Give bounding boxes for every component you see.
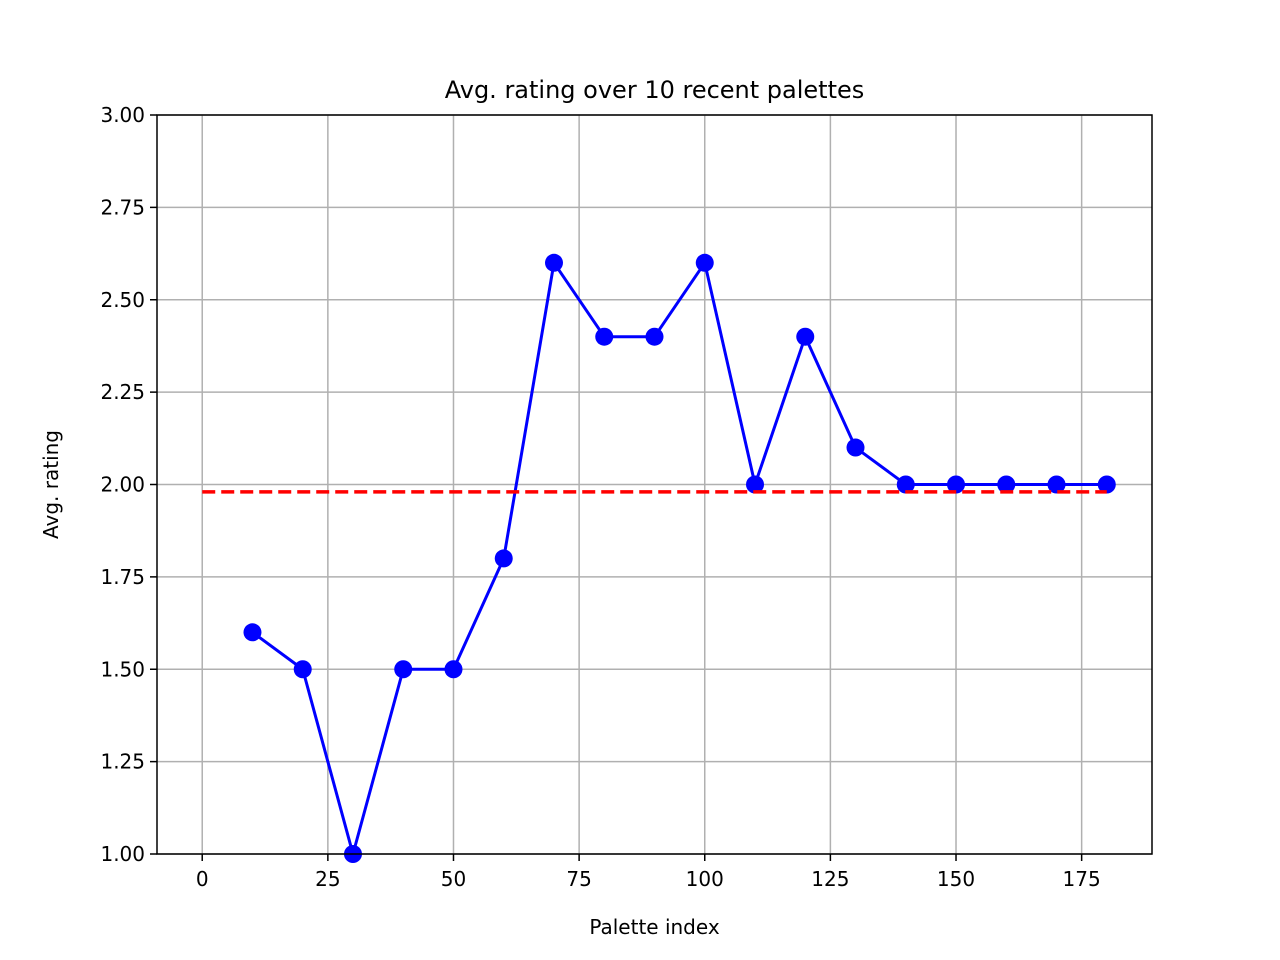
- data-point: [896, 475, 915, 494]
- data-point: [494, 549, 513, 568]
- x-tick-label: 125: [811, 867, 849, 891]
- y-tick-label: 2.25: [100, 380, 145, 404]
- chart-title: Avg. rating over 10 recent palettes: [445, 76, 865, 104]
- data-point: [243, 623, 262, 642]
- data-series: [202, 253, 1116, 863]
- data-point: [796, 327, 815, 346]
- data-point: [293, 660, 312, 679]
- y-tick-label: 2.50: [100, 288, 145, 312]
- x-axis-title: Palette index: [589, 915, 720, 939]
- x-tick-label: 175: [1063, 867, 1101, 891]
- data-point: [947, 475, 966, 494]
- data-point: [394, 660, 413, 679]
- data-point: [1097, 475, 1116, 494]
- data-point: [544, 253, 563, 272]
- x-tick-label: 50: [441, 867, 466, 891]
- data-point: [746, 475, 765, 494]
- y-tick-label: 3.00: [100, 103, 145, 127]
- data-point: [1047, 475, 1066, 494]
- y-tick-label: 2.00: [100, 473, 145, 497]
- axis-ticks: 0 25 50 75 100 125 150 175 1.00 1.25 1.50 1.75 2.00 2…: [100, 103, 1100, 891]
- data-point: [595, 327, 614, 346]
- y-tick-label: 1.00: [100, 842, 145, 866]
- x-tick-label: 25: [315, 867, 340, 891]
- x-tick-label: 75: [566, 867, 591, 891]
- data-point: [645, 327, 664, 346]
- y-tick-label: 2.75: [100, 195, 145, 219]
- x-tick-label: 100: [686, 867, 724, 891]
- x-tick-label: 0: [196, 867, 209, 891]
- y-tick-label: 1.25: [100, 750, 145, 774]
- x-tick-label: 150: [937, 867, 975, 891]
- y-tick-label: 1.50: [100, 657, 145, 681]
- y-tick-label: 1.75: [100, 565, 145, 589]
- y-axis-title: Avg. rating: [39, 430, 63, 539]
- data-point: [444, 660, 463, 679]
- data-point: [997, 475, 1016, 494]
- data-point: [695, 253, 714, 272]
- data-point: [846, 438, 865, 457]
